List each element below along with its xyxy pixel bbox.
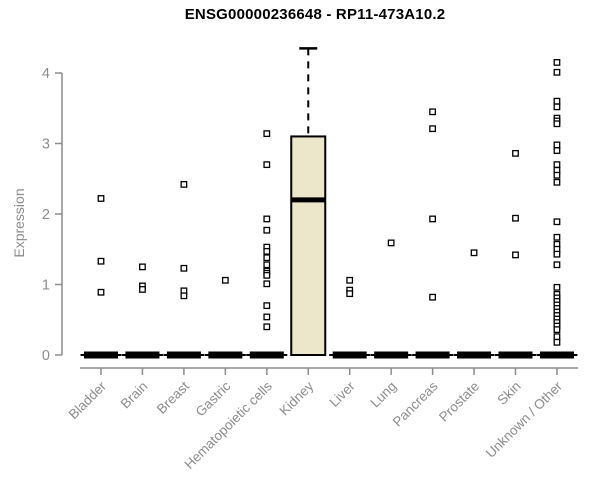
outlier-point: [512, 149, 519, 157]
outlier-point: [429, 293, 437, 301]
outlier-point: [97, 257, 105, 265]
outlier-point: [263, 271, 271, 279]
outlier-point: [553, 147, 561, 154]
outlier-point: [387, 239, 395, 247]
outlier-point: [553, 233, 561, 241]
outlier-point: [470, 249, 478, 257]
flat-box: [415, 351, 450, 359]
outlier-point: [180, 292, 188, 300]
y-tick-label: 4: [42, 66, 50, 82]
outlier-point: [553, 171, 561, 179]
outlier-point: [180, 264, 188, 272]
flat-box: [208, 351, 243, 359]
outlier-point: [263, 130, 271, 138]
outlier-point: [263, 323, 271, 331]
outlier-point: [553, 141, 561, 149]
outlier-point: [553, 59, 561, 66]
outlier-point: [97, 195, 105, 202]
outlier-point: [553, 68, 561, 76]
outlier-point: [263, 302, 271, 310]
outlier-point: [97, 288, 105, 296]
y-tick-label: 0: [42, 348, 50, 364]
outlier-point: [429, 108, 437, 116]
outlier-point: [429, 215, 437, 223]
outlier-point: [263, 254, 271, 262]
flat-box: [374, 351, 409, 359]
outlier-point: [512, 251, 519, 259]
outlier-point: [553, 218, 561, 226]
y-tick-label: 2: [42, 207, 50, 223]
flat-box: [539, 351, 574, 359]
outlier-point: [553, 97, 561, 105]
x-tick-label: Brain: [118, 379, 151, 412]
x-tick-label: Skin: [494, 379, 523, 408]
outlier-point: [553, 261, 561, 269]
box: [290, 135, 327, 356]
outlier-point: [553, 338, 561, 346]
outlier-point: [139, 263, 146, 271]
outlier-point: [553, 178, 561, 186]
x-tick-label: Bladder: [66, 378, 110, 422]
x-tick-label: Breast: [154, 378, 192, 416]
y-tick-label: 3: [42, 137, 50, 153]
flat-box: [498, 351, 533, 359]
flat-box: [249, 351, 284, 359]
outlier-point: [263, 226, 271, 234]
x-tick-label: Pancreas: [390, 378, 441, 429]
outlier-point: [263, 161, 271, 169]
outlier-point: [553, 283, 561, 291]
outlier-point: [553, 326, 561, 334]
flat-box: [125, 351, 160, 359]
outlier-point: [263, 261, 271, 269]
outlier-point: [263, 247, 271, 255]
x-tick-label: Liver: [327, 378, 359, 410]
y-tick-label: 1: [42, 278, 50, 294]
flat-box: [332, 351, 367, 359]
x-tick-label: Lung: [367, 379, 399, 411]
x-tick-label: Gastric: [193, 378, 234, 419]
outlier-point: [180, 180, 188, 188]
outlier-point: [139, 286, 146, 293]
outlier-point: [553, 250, 561, 258]
flat-box: [457, 351, 492, 359]
outlier-point: [346, 276, 354, 284]
flat-box: [166, 351, 201, 359]
outlier-point: [221, 276, 229, 284]
outlier-point: [553, 103, 561, 111]
x-tick-label: Kidney: [277, 378, 317, 418]
x-tick-label: Prostate: [436, 379, 482, 425]
y-axis-label: Expression: [11, 188, 27, 258]
outlier-point: [512, 214, 519, 222]
outlier-point: [263, 313, 271, 321]
outlier-point: [263, 215, 271, 223]
outlier-point: [429, 125, 437, 133]
x-tick-label: Unknown / Other: [483, 378, 566, 461]
flat-box: [84, 351, 118, 359]
outlier-point: [553, 161, 561, 169]
outlier-point: [263, 280, 271, 288]
outlier-point: [553, 120, 561, 128]
outlier-point: [346, 290, 354, 298]
outlier-point: [553, 333, 561, 341]
chart-title: ENSG00000236648 - RP11-473A10.2: [184, 6, 446, 23]
